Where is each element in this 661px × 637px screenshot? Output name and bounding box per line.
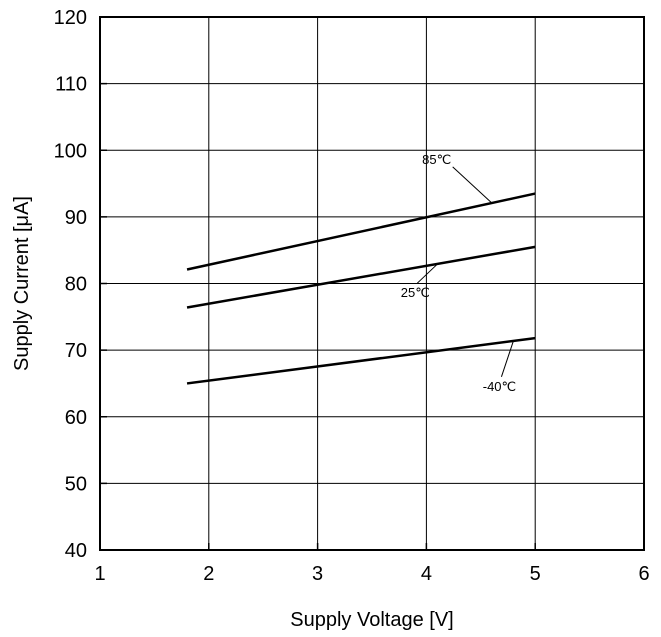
annotation-label: 25℃	[401, 285, 430, 300]
series-line-2	[186, 336, 536, 385]
x-tick-label: 6	[638, 563, 649, 585]
annotation-leader-line	[452, 166, 493, 204]
annotation-label: -40℃	[483, 379, 516, 394]
series-line-0	[186, 192, 536, 271]
series-line-1	[186, 245, 536, 309]
annotations: 85℃ 25℃ -40℃	[401, 152, 516, 394]
annotation-leader-line	[500, 340, 514, 377]
annotation-leader-line	[416, 263, 438, 284]
series-lines	[186, 192, 536, 385]
y-tick-label: 40	[65, 540, 87, 562]
y-tick-label: 80	[65, 274, 87, 296]
y-tick-label: 110	[55, 74, 87, 96]
y-axis-label: Supply Current [μA]	[11, 196, 33, 371]
x-axis-label: Supply Voltage [V]	[290, 609, 453, 631]
y-tick-label: 70	[65, 340, 87, 362]
annotation-label: 85℃	[422, 152, 451, 167]
x-tick-label: 4	[421, 563, 432, 585]
y-tick-label: 100	[54, 140, 87, 162]
y-tick-label: 50	[65, 473, 87, 495]
x-tick-label: 2	[203, 563, 214, 585]
x-axis-ticks: 1 2 3 4 5 6	[94, 543, 650, 585]
grid	[100, 17, 644, 550]
y-tick-label: 120	[54, 7, 87, 29]
y-tick-label: 90	[65, 207, 87, 229]
x-tick-label: 3	[312, 563, 323, 585]
x-tick-label: 1	[94, 563, 105, 585]
y-axis-ticks: 40 50 60 70 80 90 100 110 120	[54, 7, 107, 562]
x-tick-label: 5	[530, 563, 541, 585]
y-tick-label: 60	[65, 407, 87, 429]
